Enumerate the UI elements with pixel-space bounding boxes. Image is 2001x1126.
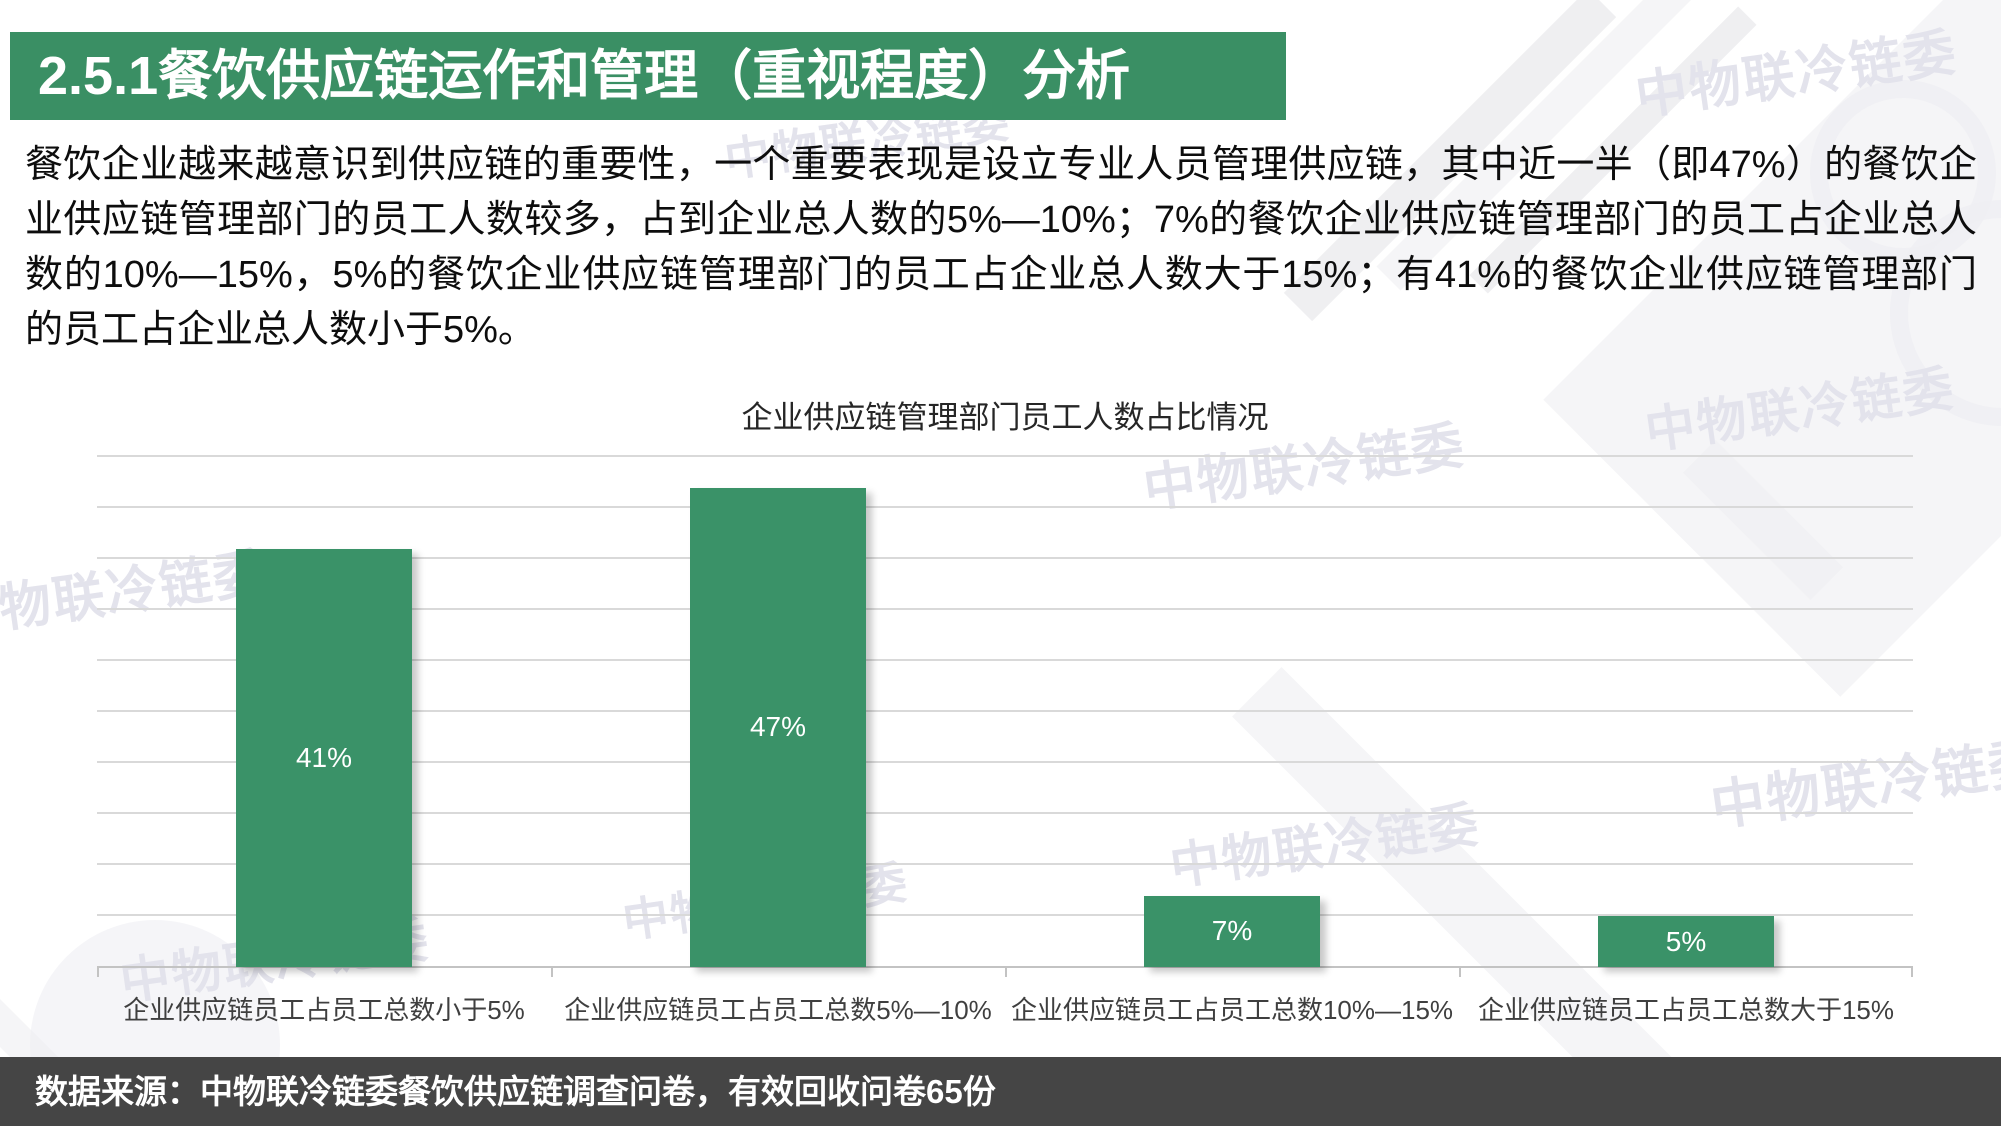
x-axis-labels: 企业供应链员工占员工总数小于5% 企业供应链员工占员工总数5%—10% 企业供应链员… xyxy=(97,990,1913,1027)
bar-47%: 47% xyxy=(690,487,866,967)
gridline-25 xyxy=(97,710,1913,712)
bar-value-label: 5% xyxy=(1665,925,1707,957)
gridline-30 xyxy=(97,659,1913,661)
gridline-15 xyxy=(97,812,1913,814)
x-axis-tick xyxy=(551,967,553,977)
x-axis-tick xyxy=(1005,967,1007,977)
bar-value-label: 7% xyxy=(1211,915,1253,947)
footer-bar: 数据来源：中物联冷链委餐饮供应链调查问卷，有效回收问卷65份 xyxy=(0,1057,2001,1126)
x-axis-tick xyxy=(1459,967,1461,977)
chart-plot: 41% 47% 7% 5% xyxy=(97,455,1913,977)
bar-41%: 41% xyxy=(236,548,412,967)
x-axis-tick xyxy=(1911,967,1913,977)
bar-value-label: 41% xyxy=(295,741,353,773)
bar-7%: 7% xyxy=(1144,895,1320,967)
category-label: 企业供应链员工占员工总数5%—10% xyxy=(564,995,992,1025)
gridline-50 xyxy=(97,455,1913,457)
x-axis-tick xyxy=(97,967,99,977)
data-source-text: 数据来源：中物联冷链委餐饮供应链调查问卷，有效回收问卷65份 xyxy=(35,1073,996,1110)
bar-value-label: 47% xyxy=(749,711,807,743)
gridline-40 xyxy=(97,557,1913,559)
chart-title: 企业供应链管理部门员工人数占比情况 xyxy=(741,400,1269,435)
category-label: 企业供应链员工占员工总数大于15% xyxy=(1477,995,1895,1025)
category-label: 企业供应链员工占员工总数10%—15% xyxy=(1010,995,1454,1025)
page-title: 2.5.1餐饮供应链运作和管理（重视程度）分析 xyxy=(38,46,1131,106)
title-banner: 2.5.1餐饮供应链运作和管理（重视程度）分析 xyxy=(10,32,1286,120)
bar-5%: 5% xyxy=(1598,916,1774,967)
gridline-20 xyxy=(97,761,1913,763)
gridline-35 xyxy=(97,608,1913,610)
gridline-45 xyxy=(97,506,1913,508)
gridline-5 xyxy=(97,914,1913,916)
category-label: 企业供应链员工占员工总数小于5% xyxy=(123,995,525,1025)
body-paragraph: 餐饮企业越来越意识到供应链的重要性，一个重要表现是设立专业人员管理供应链，其中近… xyxy=(25,144,1977,351)
gridline-10 xyxy=(97,863,1913,865)
